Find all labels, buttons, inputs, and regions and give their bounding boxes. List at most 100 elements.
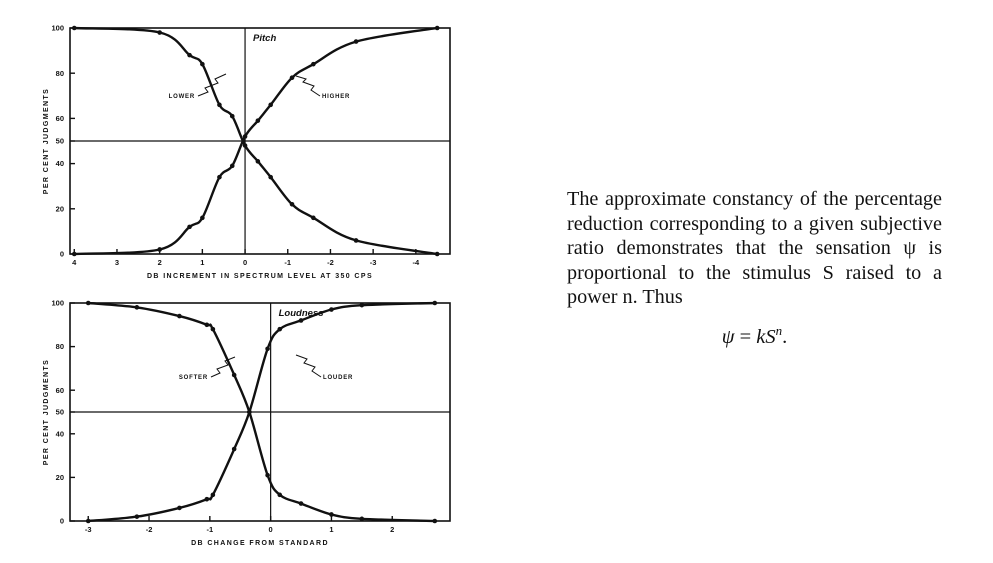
pitch-higher-point [71, 251, 77, 257]
pitch-x-tick-label: -1 [284, 258, 291, 267]
loudness-louder-point [204, 496, 210, 502]
pitch-higher-point [157, 247, 162, 252]
pitch-y-axis-title: PER CENT JUDGMENTS [43, 88, 50, 195]
pitch-lower-point [71, 25, 77, 31]
loudness-y-tick-label: 100 [51, 299, 64, 308]
pitch-x-axis-title: DB INCREMENT IN SPECTRUM LEVEL AT 350 CP… [147, 273, 373, 280]
loudness-y-tick-label: 0 [60, 517, 64, 526]
loudness-y-tick-label: 40 [56, 429, 64, 438]
pitch-lower-point [157, 30, 162, 35]
pitch-y-tick-label: 20 [56, 204, 64, 213]
loudness-x-tick-label: 2 [390, 525, 394, 534]
formula-equals: = [734, 325, 757, 348]
loudness-louder-point [247, 409, 252, 415]
pitch-lower-point [268, 174, 273, 180]
loudness-y-tick-label: 20 [56, 473, 64, 482]
body-paragraph: The approximate constancy of the percent… [567, 188, 942, 309]
pitch-lower-point [353, 238, 359, 243]
pitch-lower-point [242, 143, 248, 148]
loudness-louder-point [265, 346, 270, 352]
pitch-x-tick-label: -2 [327, 258, 334, 267]
loudness-softer-label: SOFTER [179, 375, 208, 381]
loudness-x-tick-label: -2 [146, 525, 153, 534]
loudness-softer-point [177, 313, 182, 319]
pitch-higher-point [200, 215, 205, 221]
pitch-x-tick-label: 2 [158, 258, 162, 267]
loudness-louder-label: LOUDER [323, 375, 353, 381]
loudness-softer-point [277, 492, 283, 498]
loudness-x-tick-label: 0 [269, 525, 273, 534]
loudness-softer-point [298, 501, 304, 506]
pitch-y-tick-label: 50 [56, 137, 64, 146]
pitch-y-tick-label: 0 [60, 250, 64, 259]
pitch-lower-leader [197, 73, 227, 97]
pitch-higher-point [311, 61, 316, 67]
loudness-softer-point [329, 512, 334, 517]
loudness-softer-point [210, 326, 216, 332]
loudness-softer-leader [210, 356, 236, 378]
pitch-x-tick-label: 3 [115, 258, 119, 267]
loudness-x-tick-label: 1 [329, 525, 333, 534]
loudness-y-tick-label: 60 [56, 386, 64, 395]
formula-psi: ψ [721, 325, 735, 348]
pitch-lower-point [434, 251, 440, 257]
pitch-chart: 4 3 2 1 0 -1 -2 -3 -4 0 20 40 50 60 80 100 DB INCREMENT … [43, 24, 451, 280]
loudness-softer-point [432, 518, 438, 524]
loudness-y-tick-label: 50 [56, 408, 64, 417]
pitch-x-tick-label: 0 [243, 258, 247, 267]
pitch-higher-point [217, 174, 222, 180]
pitch-higher-point [353, 39, 359, 44]
loudness-softer-point [85, 300, 91, 306]
pitch-lower-point [311, 215, 316, 221]
pitch-lower-point [229, 113, 235, 119]
pitch-lower-label: LOWER [169, 94, 195, 100]
loudness-louder-point [231, 446, 237, 452]
pitch-higher-point [268, 102, 273, 108]
pitch-panel-title: Pitch [253, 33, 276, 44]
loudness-softer-point [265, 472, 270, 478]
pitch-x-tick-label: 4 [72, 258, 77, 267]
loudness-softer-point [134, 305, 140, 310]
loudness-softer-point [204, 322, 210, 328]
pitch-x-tick-label: -3 [370, 258, 377, 267]
pitch-y-tick-label: 100 [51, 24, 64, 33]
pitch-higher-point [229, 163, 235, 169]
loudness-x-tick-label: -3 [85, 525, 92, 534]
loudness-louder-point [329, 307, 334, 312]
pitch-lower-point [255, 159, 261, 164]
loudness-louder-point [432, 300, 438, 306]
loudness-louder-point [298, 318, 304, 323]
loudness-panel-title: Loudness [279, 308, 324, 319]
loudness-y-axis-title: PER CENT JUDGMENTS [43, 359, 50, 466]
loudness-louder-point [210, 492, 216, 498]
loudness-louder-leader [295, 354, 322, 378]
pitch-lower-point [200, 61, 205, 67]
formula-period: . [782, 325, 788, 348]
pitch-lower-point [289, 201, 295, 207]
text-block: The approximate constancy of the percent… [567, 187, 942, 349]
pitch-higher-leader [295, 75, 321, 97]
pitch-higher-point [242, 134, 248, 139]
formula-exponent: n [775, 322, 783, 338]
loudness-softer-point [359, 516, 365, 522]
power-law-formula: ψ = kSn. [567, 319, 942, 349]
loudness-x-tick-label: -1 [207, 525, 214, 534]
loudness-louder-point [277, 326, 283, 332]
pitch-x-tick-label: -4 [413, 258, 420, 267]
loudness-louder-point [177, 505, 182, 511]
pitch-y-tick-label: 60 [56, 114, 64, 123]
formula-ks: kS [756, 325, 776, 348]
pitch-higher-point [255, 118, 261, 123]
pitch-higher-label: HIGHER [322, 94, 350, 100]
pitch-y-tick-label: 40 [56, 159, 64, 168]
pitch-higher-point [289, 75, 295, 81]
loudness-y-tick-label: 80 [56, 342, 64, 351]
pitch-higher-point [434, 25, 440, 31]
loudness-louder-point [359, 302, 365, 308]
pitch-lower-point [217, 102, 222, 108]
pitch-lower-point [187, 52, 192, 58]
pitch-y-tick-label: 80 [56, 69, 64, 78]
loudness-louder-point [134, 514, 140, 519]
loudness-x-axis-title: DB CHANGE FROM STANDARD [191, 540, 329, 547]
